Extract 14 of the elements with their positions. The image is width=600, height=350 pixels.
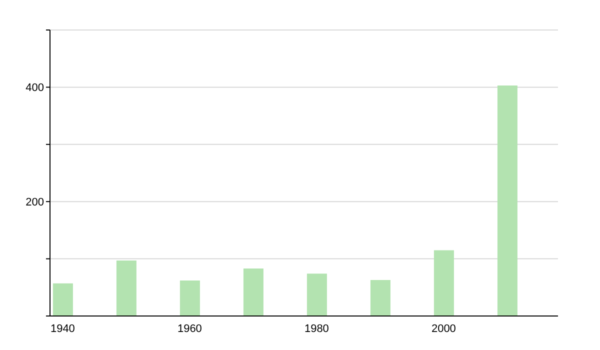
bar xyxy=(497,85,518,316)
y-tick-label: 400 xyxy=(26,82,44,94)
bar xyxy=(243,268,264,316)
bar xyxy=(370,280,390,316)
bar xyxy=(116,260,136,316)
bar xyxy=(180,280,200,316)
x-tick-label: 1940 xyxy=(50,322,75,335)
bar xyxy=(434,250,454,316)
x-tick-label: 1960 xyxy=(177,322,202,335)
y-tick-label: 200 xyxy=(26,196,44,209)
x-tick-label: 1980 xyxy=(304,322,329,335)
x-tick-label: 2000 xyxy=(431,322,456,335)
bar xyxy=(306,274,327,316)
bar xyxy=(52,283,73,316)
